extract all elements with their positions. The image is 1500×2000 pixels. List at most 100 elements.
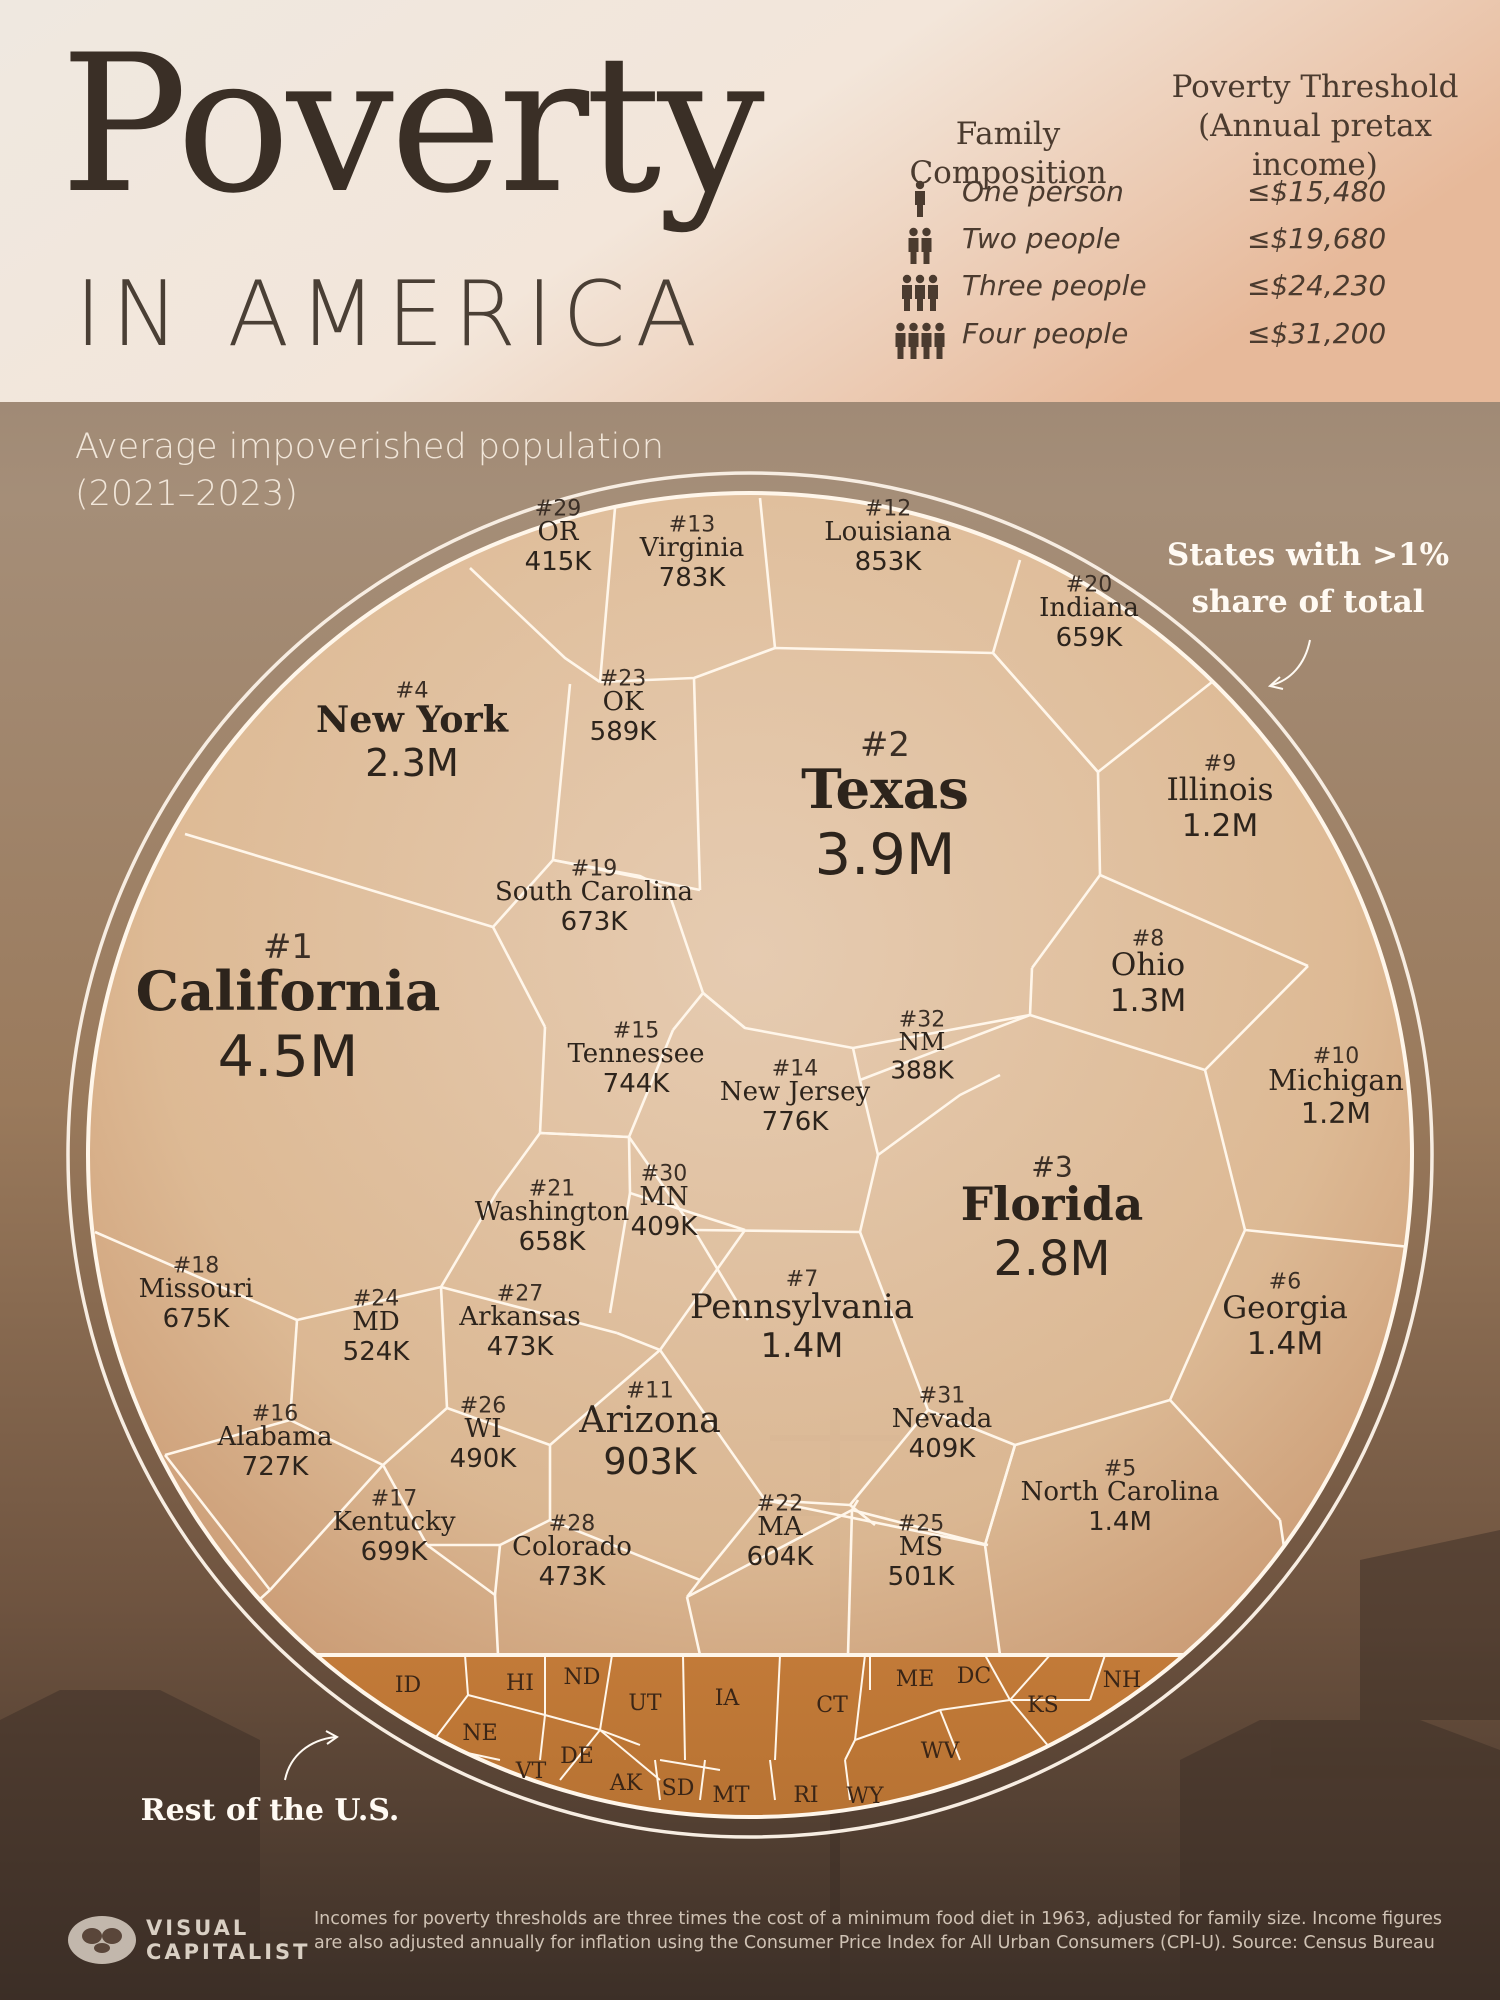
rest-cell-border bbox=[659, 1759, 721, 1771]
rest-cell-border bbox=[774, 1654, 781, 1761]
state-value: 524K bbox=[343, 1337, 411, 1367]
rest-cell-border bbox=[939, 1709, 961, 1761]
state-value: 473K bbox=[487, 1332, 555, 1362]
state-rank: #21 bbox=[529, 1176, 575, 1201]
state-name: Indiana bbox=[1039, 593, 1139, 623]
state-value: 1.4M bbox=[1088, 1507, 1152, 1537]
circle-outline bbox=[86, 491, 1414, 1819]
cell-border bbox=[538, 1026, 547, 1134]
cell-border bbox=[1203, 1069, 1247, 1231]
state-rank: #32 bbox=[899, 1008, 945, 1033]
one-person-icon bbox=[915, 180, 925, 217]
cell-border bbox=[849, 1503, 876, 1527]
state-name: Ohio bbox=[1111, 947, 1185, 983]
rest-cell-border bbox=[939, 1699, 1011, 1711]
rest-state-label: SD bbox=[662, 1776, 695, 1801]
rest-state-label: NE bbox=[462, 1721, 497, 1746]
family-size-label: Four people bbox=[962, 317, 1129, 350]
rest-cell-border bbox=[654, 1759, 661, 1801]
state-value: 675K bbox=[163, 1304, 231, 1334]
rest-state-label: MT bbox=[712, 1783, 750, 1808]
rest-cell-border bbox=[1009, 1654, 1051, 1701]
state-name: California bbox=[136, 959, 441, 1023]
state-name: Virginia bbox=[639, 533, 745, 563]
state-rank: #4 bbox=[395, 677, 428, 703]
outer-ring bbox=[66, 471, 1434, 1839]
rest-state-label: IA bbox=[715, 1686, 741, 1711]
state-value: 3.9M bbox=[815, 821, 956, 888]
state-name: Arizona bbox=[578, 1398, 721, 1441]
state-name: Nevada bbox=[892, 1404, 992, 1434]
rest-state-label: RI bbox=[793, 1783, 818, 1808]
cell-border bbox=[983, 1444, 1017, 1546]
state-rank: #6 bbox=[1269, 1269, 1301, 1294]
cell-border bbox=[858, 1231, 930, 1411]
state-value: 1.4M bbox=[761, 1326, 844, 1365]
state-value: 604K bbox=[747, 1542, 815, 1572]
state-value: 727K bbox=[242, 1452, 310, 1482]
state-rank: #5 bbox=[1104, 1456, 1136, 1481]
cell-border bbox=[440, 1285, 618, 1335]
cell-border bbox=[851, 1508, 989, 1547]
cell-border bbox=[551, 683, 572, 861]
page-subtitle: IN AMERICA bbox=[75, 262, 708, 367]
cell-border bbox=[692, 1229, 750, 1321]
cell-border bbox=[1099, 873, 1309, 968]
state-value: 853K bbox=[855, 547, 923, 577]
cell-border bbox=[549, 1518, 701, 1582]
state-name: New York bbox=[316, 698, 509, 741]
rest-state-label: NH bbox=[1103, 1668, 1141, 1693]
cell-border bbox=[499, 1518, 551, 1547]
state-name: Arkansas bbox=[458, 1302, 580, 1332]
chart-subtitle-line-1: Average impoverished population bbox=[75, 427, 664, 467]
cell-border bbox=[164, 1418, 291, 1457]
cell-border bbox=[184, 832, 494, 929]
cell-border bbox=[608, 1192, 632, 1314]
logo-line-2: CAPITALIST bbox=[146, 1940, 311, 1965]
arrow-icon bbox=[284, 1736, 336, 1781]
state-rank: #16 bbox=[252, 1401, 298, 1426]
cell-border bbox=[658, 1349, 767, 1501]
rest-state-label: VT bbox=[515, 1759, 547, 1784]
state-rank: #11 bbox=[626, 1377, 674, 1403]
cell-border bbox=[491, 926, 547, 1028]
four-people-icon bbox=[895, 322, 945, 359]
state-value: 1.3M bbox=[1110, 983, 1187, 1019]
state-value: 490K bbox=[450, 1444, 518, 1474]
rest-state-label: CT bbox=[816, 1693, 848, 1718]
cell-border bbox=[1030, 874, 1102, 969]
state-rank: #27 bbox=[497, 1281, 543, 1306]
rest-state-label: HI bbox=[506, 1671, 534, 1696]
annotation-bottom-left: Rest of the U.S. bbox=[141, 1730, 399, 1828]
state-rank: #7 bbox=[786, 1267, 818, 1292]
annotation-line: States with >1% bbox=[1167, 537, 1449, 573]
state-name: OR bbox=[538, 517, 580, 547]
state-name: Missouri bbox=[139, 1274, 254, 1304]
state-value: 659K bbox=[1056, 623, 1124, 653]
state-name: New Jersey bbox=[720, 1077, 871, 1107]
state-rank: #15 bbox=[613, 1018, 659, 1043]
state-name: Georgia bbox=[1222, 1290, 1348, 1326]
state-rank: #30 bbox=[641, 1161, 687, 1186]
three-people-icon bbox=[902, 274, 938, 311]
state-rank: #31 bbox=[919, 1383, 965, 1408]
two-people-icon bbox=[908, 227, 932, 264]
state-rank: #28 bbox=[549, 1511, 595, 1536]
state-name: Texas bbox=[801, 757, 969, 821]
state-rank: #10 bbox=[1313, 1044, 1359, 1069]
rest-cell-border bbox=[599, 1729, 661, 1781]
state-name: MD bbox=[352, 1307, 399, 1337]
cell-border bbox=[1028, 967, 1034, 1016]
